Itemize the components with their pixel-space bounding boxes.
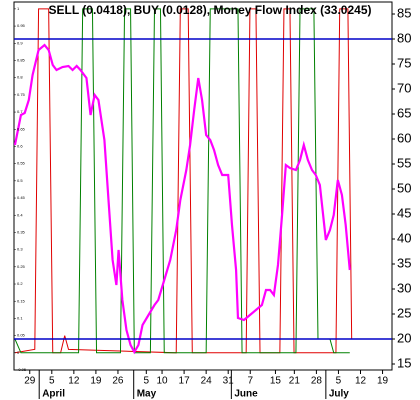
y-tick-label: 1 — [17, 6, 20, 11]
y2-tick-label: 70 — [397, 80, 411, 95]
plot-area — [13, 1, 393, 371]
y2-tick-label: 50 — [397, 180, 411, 195]
x-tick-label: 24 — [201, 376, 213, 387]
month-label: July — [329, 389, 349, 400]
y-tick-label: 0.85 — [17, 58, 26, 63]
y2-tick-label: 85 — [397, 5, 411, 20]
y2-tick-label: 65 — [397, 105, 411, 120]
x-tick-label: 26 — [112, 376, 124, 387]
month-label: June — [234, 389, 258, 400]
y-tick-label: 0.15 — [17, 298, 26, 303]
x-tick-label: 15 — [270, 376, 282, 387]
y-tick-label: 0.5 — [17, 178, 23, 183]
y2-tick-label: 40 — [397, 230, 411, 245]
y-tick-label: 0.2 — [17, 281, 23, 286]
chart-title: SELL (0.0418), BUY (0.0128), Money Flow … — [48, 3, 371, 17]
x-tick-label: 21 — [289, 376, 301, 387]
y-tick-label: 0.9 — [17, 40, 23, 45]
y2-tick-label: 25 — [397, 305, 411, 320]
series-line — [14, 8, 353, 354]
x-tick-label: 17 — [179, 376, 191, 387]
x-tick-label: 5 — [144, 376, 150, 387]
x-tick-label: 12 — [68, 376, 80, 387]
y2-tick-label: 35 — [397, 255, 411, 270]
y2-tick-label: 75 — [397, 55, 411, 70]
y-tick-label: 0.55 — [17, 161, 26, 166]
x-tick-label: 7 — [247, 376, 253, 387]
y-tick-label: 0.6 — [17, 144, 23, 149]
y-tick-label: 0.35 — [17, 229, 26, 234]
y2-tick-label: 45 — [397, 205, 411, 220]
y-tick-label: 0.8 — [17, 75, 23, 80]
y-tick-label: 0.25 — [17, 264, 26, 269]
x-tick-label: 31 — [223, 376, 235, 387]
x-tick-label: 12 — [355, 376, 367, 387]
x-tick-label: 19 — [90, 376, 102, 387]
y-tick-label: 0.3 — [17, 247, 23, 252]
month-label: April — [42, 389, 65, 400]
series-line — [14, 43, 351, 355]
y-tick-label: 0.75 — [17, 92, 26, 97]
y-tick-label: 0.45 — [17, 195, 26, 200]
y-tick-label: 0.95 — [17, 23, 26, 28]
y-tick-label: 0.4 — [17, 212, 23, 217]
x-tick-label: 5 — [49, 376, 55, 387]
y2-tick-label: 30 — [397, 280, 411, 295]
y-tick-label: 0 — [17, 350, 20, 355]
y-tick-label: 0.7 — [17, 109, 23, 114]
month-label: May — [137, 389, 157, 400]
x-tick-label: 28 — [311, 376, 323, 387]
y2-tick-label: 60 — [397, 130, 411, 145]
y2-tick-label: 80 — [397, 30, 411, 45]
plot-marks — [14, 8, 392, 355]
y2-tick-label: 20 — [397, 330, 411, 345]
y2-tick-label: 55 — [397, 155, 411, 170]
x-tick-label: 10 — [156, 376, 168, 387]
y-tick-label: 0.05 — [17, 333, 26, 338]
y2-tick-label: 15 — [397, 355, 411, 370]
x-tick-label: 5 — [336, 376, 342, 387]
y-tick-label: -0.05 — [17, 367, 27, 372]
x-tick-label: 19 — [377, 376, 389, 387]
series-line — [14, 8, 350, 354]
y-tick-label: 0.1 — [17, 315, 23, 320]
y-tick-label: 0.65 — [17, 126, 26, 131]
x-tick-label: 29 — [24, 376, 36, 387]
